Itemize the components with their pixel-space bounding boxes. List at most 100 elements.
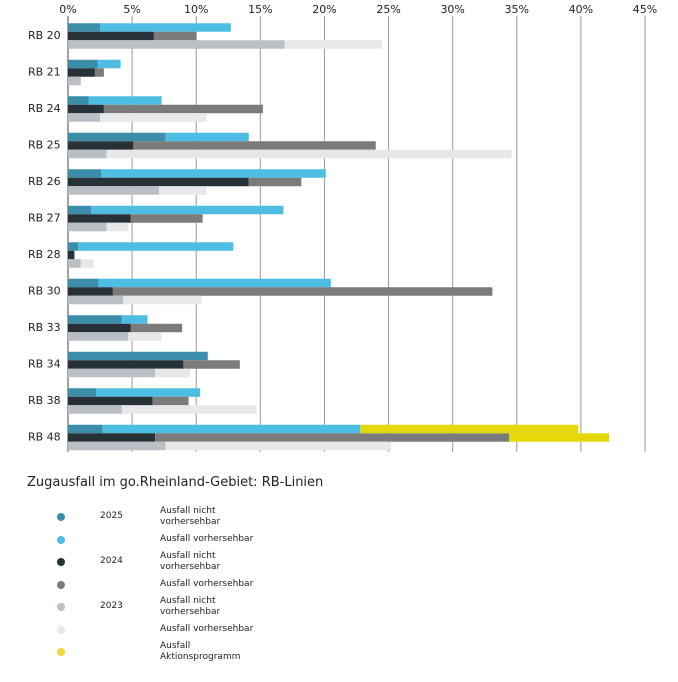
legend-group: 2023: [100, 601, 123, 611]
bar-segment: [68, 186, 160, 195]
bar-segment: [183, 360, 240, 369]
y-tick-label: RB 20: [28, 29, 61, 42]
legend-group: 2024: [100, 556, 123, 566]
legend-marker: [57, 558, 65, 566]
bar-segment: [103, 104, 263, 114]
y-tick-label: RB 27: [28, 212, 61, 225]
bar-segment: [68, 278, 99, 288]
bar-segment: [152, 396, 189, 406]
bar-segment: [68, 424, 103, 434]
bar-segment: [68, 287, 113, 296]
bar-segment: [153, 31, 197, 41]
legend-marker: [57, 603, 65, 611]
y-tick-label: RB 30: [28, 285, 61, 298]
bar-segment: [68, 332, 129, 341]
bar-segment: [155, 368, 190, 378]
legend-label: Ausfall vorhersehbar: [160, 624, 254, 634]
bar-segment: [97, 59, 121, 69]
x-tick-label: 10%: [184, 3, 208, 16]
bar-segment: [68, 205, 92, 215]
bar-segment: [159, 186, 207, 195]
bar-segment: [100, 23, 231, 32]
bar-segment: [68, 141, 134, 150]
x-tick-label: 45%: [633, 3, 657, 16]
chart-title: Zugausfall im go.Rheinland-Gebiet: RB-Li…: [27, 475, 324, 490]
bar-segment: [68, 149, 107, 159]
y-tick-label: RB 34: [28, 358, 61, 371]
bar-segment: [68, 169, 102, 178]
legend-label: Ausfall vorhersehbar: [160, 534, 254, 544]
bar-segment: [68, 177, 249, 187]
x-tick-label: 15%: [248, 3, 272, 16]
bar-segment: [360, 424, 579, 434]
bar-segment: [68, 222, 107, 232]
x-tick-label: 5%: [123, 3, 140, 16]
bar-segment: [68, 96, 89, 105]
bar-segment: [88, 96, 162, 105]
x-tick-label: 20%: [312, 3, 336, 16]
bar-segment: [130, 323, 183, 333]
legend-marker: [57, 580, 65, 589]
bar-segment: [68, 433, 156, 442]
legend-label: Ausfall nicht vorhersehbar: [160, 506, 221, 527]
legend-label: Ausfall nicht vorhersehbar: [160, 551, 221, 572]
bar-segment: [68, 68, 95, 77]
bar-segment: [133, 141, 376, 150]
y-tick-label: RB 26: [28, 175, 61, 188]
bar-segment: [102, 424, 361, 434]
bar-segment: [68, 351, 208, 361]
y-tick-label: RB 33: [28, 321, 61, 334]
bar-segment: [68, 323, 131, 333]
bar-segment: [68, 295, 124, 305]
bar-segment: [101, 169, 326, 178]
bar-segment: [94, 68, 104, 77]
x-tick-label: 35%: [505, 3, 529, 16]
bar-segment: [106, 149, 512, 159]
x-tick-label: 25%: [376, 3, 400, 16]
bar-segment: [68, 259, 81, 268]
bar-segment: [68, 368, 156, 378]
legend-label: Ausfall nicht vorhersehbar: [160, 596, 221, 617]
legend-marker: [57, 625, 65, 634]
bar-segment: [91, 205, 284, 215]
bar-segment: [68, 405, 122, 414]
bar-segment: [248, 177, 302, 187]
bar-segment: [121, 315, 148, 324]
bar-segment: [78, 242, 234, 251]
bar-segment: [68, 23, 101, 32]
legend-marker: [57, 513, 65, 521]
y-tick-label: RB 25: [28, 139, 61, 152]
bar-segment: [68, 113, 101, 122]
bar-segment: [155, 433, 510, 442]
bar-segment: [68, 360, 184, 369]
y-tick-label: RB 38: [28, 394, 61, 407]
x-tick-label: 0%: [59, 3, 76, 16]
bar-segment: [284, 40, 383, 49]
bar-segment: [68, 132, 166, 142]
bar-segment: [68, 76, 81, 86]
bar-segment: [68, 396, 153, 406]
bar-segment: [68, 31, 154, 41]
bar-segment: [112, 287, 493, 296]
bar-segment: [96, 388, 201, 397]
bar-segment: [165, 132, 249, 142]
bar-segment: [130, 214, 203, 223]
bar-segment: [68, 214, 131, 223]
y-tick-label: RB 28: [28, 248, 61, 261]
bar-segment: [68, 59, 98, 69]
y-tick-label: RB 24: [28, 102, 61, 115]
legend-group: 2025: [100, 511, 123, 521]
bar-segment: [68, 242, 79, 251]
y-tick-label: RB 48: [28, 431, 61, 444]
bar-segment: [121, 405, 257, 414]
y-tick-label: RB 21: [28, 66, 61, 79]
bar-segment: [128, 332, 162, 341]
bar-segment: [165, 441, 392, 451]
bar-segment: [123, 295, 202, 305]
bar-segment: [80, 259, 94, 268]
bar-segment: [509, 433, 610, 442]
bar-segment: [68, 388, 97, 397]
legend-label: Ausfall vorhersehbar: [160, 579, 254, 589]
legend-label: Ausfall Aktionsprogramm: [160, 641, 241, 662]
